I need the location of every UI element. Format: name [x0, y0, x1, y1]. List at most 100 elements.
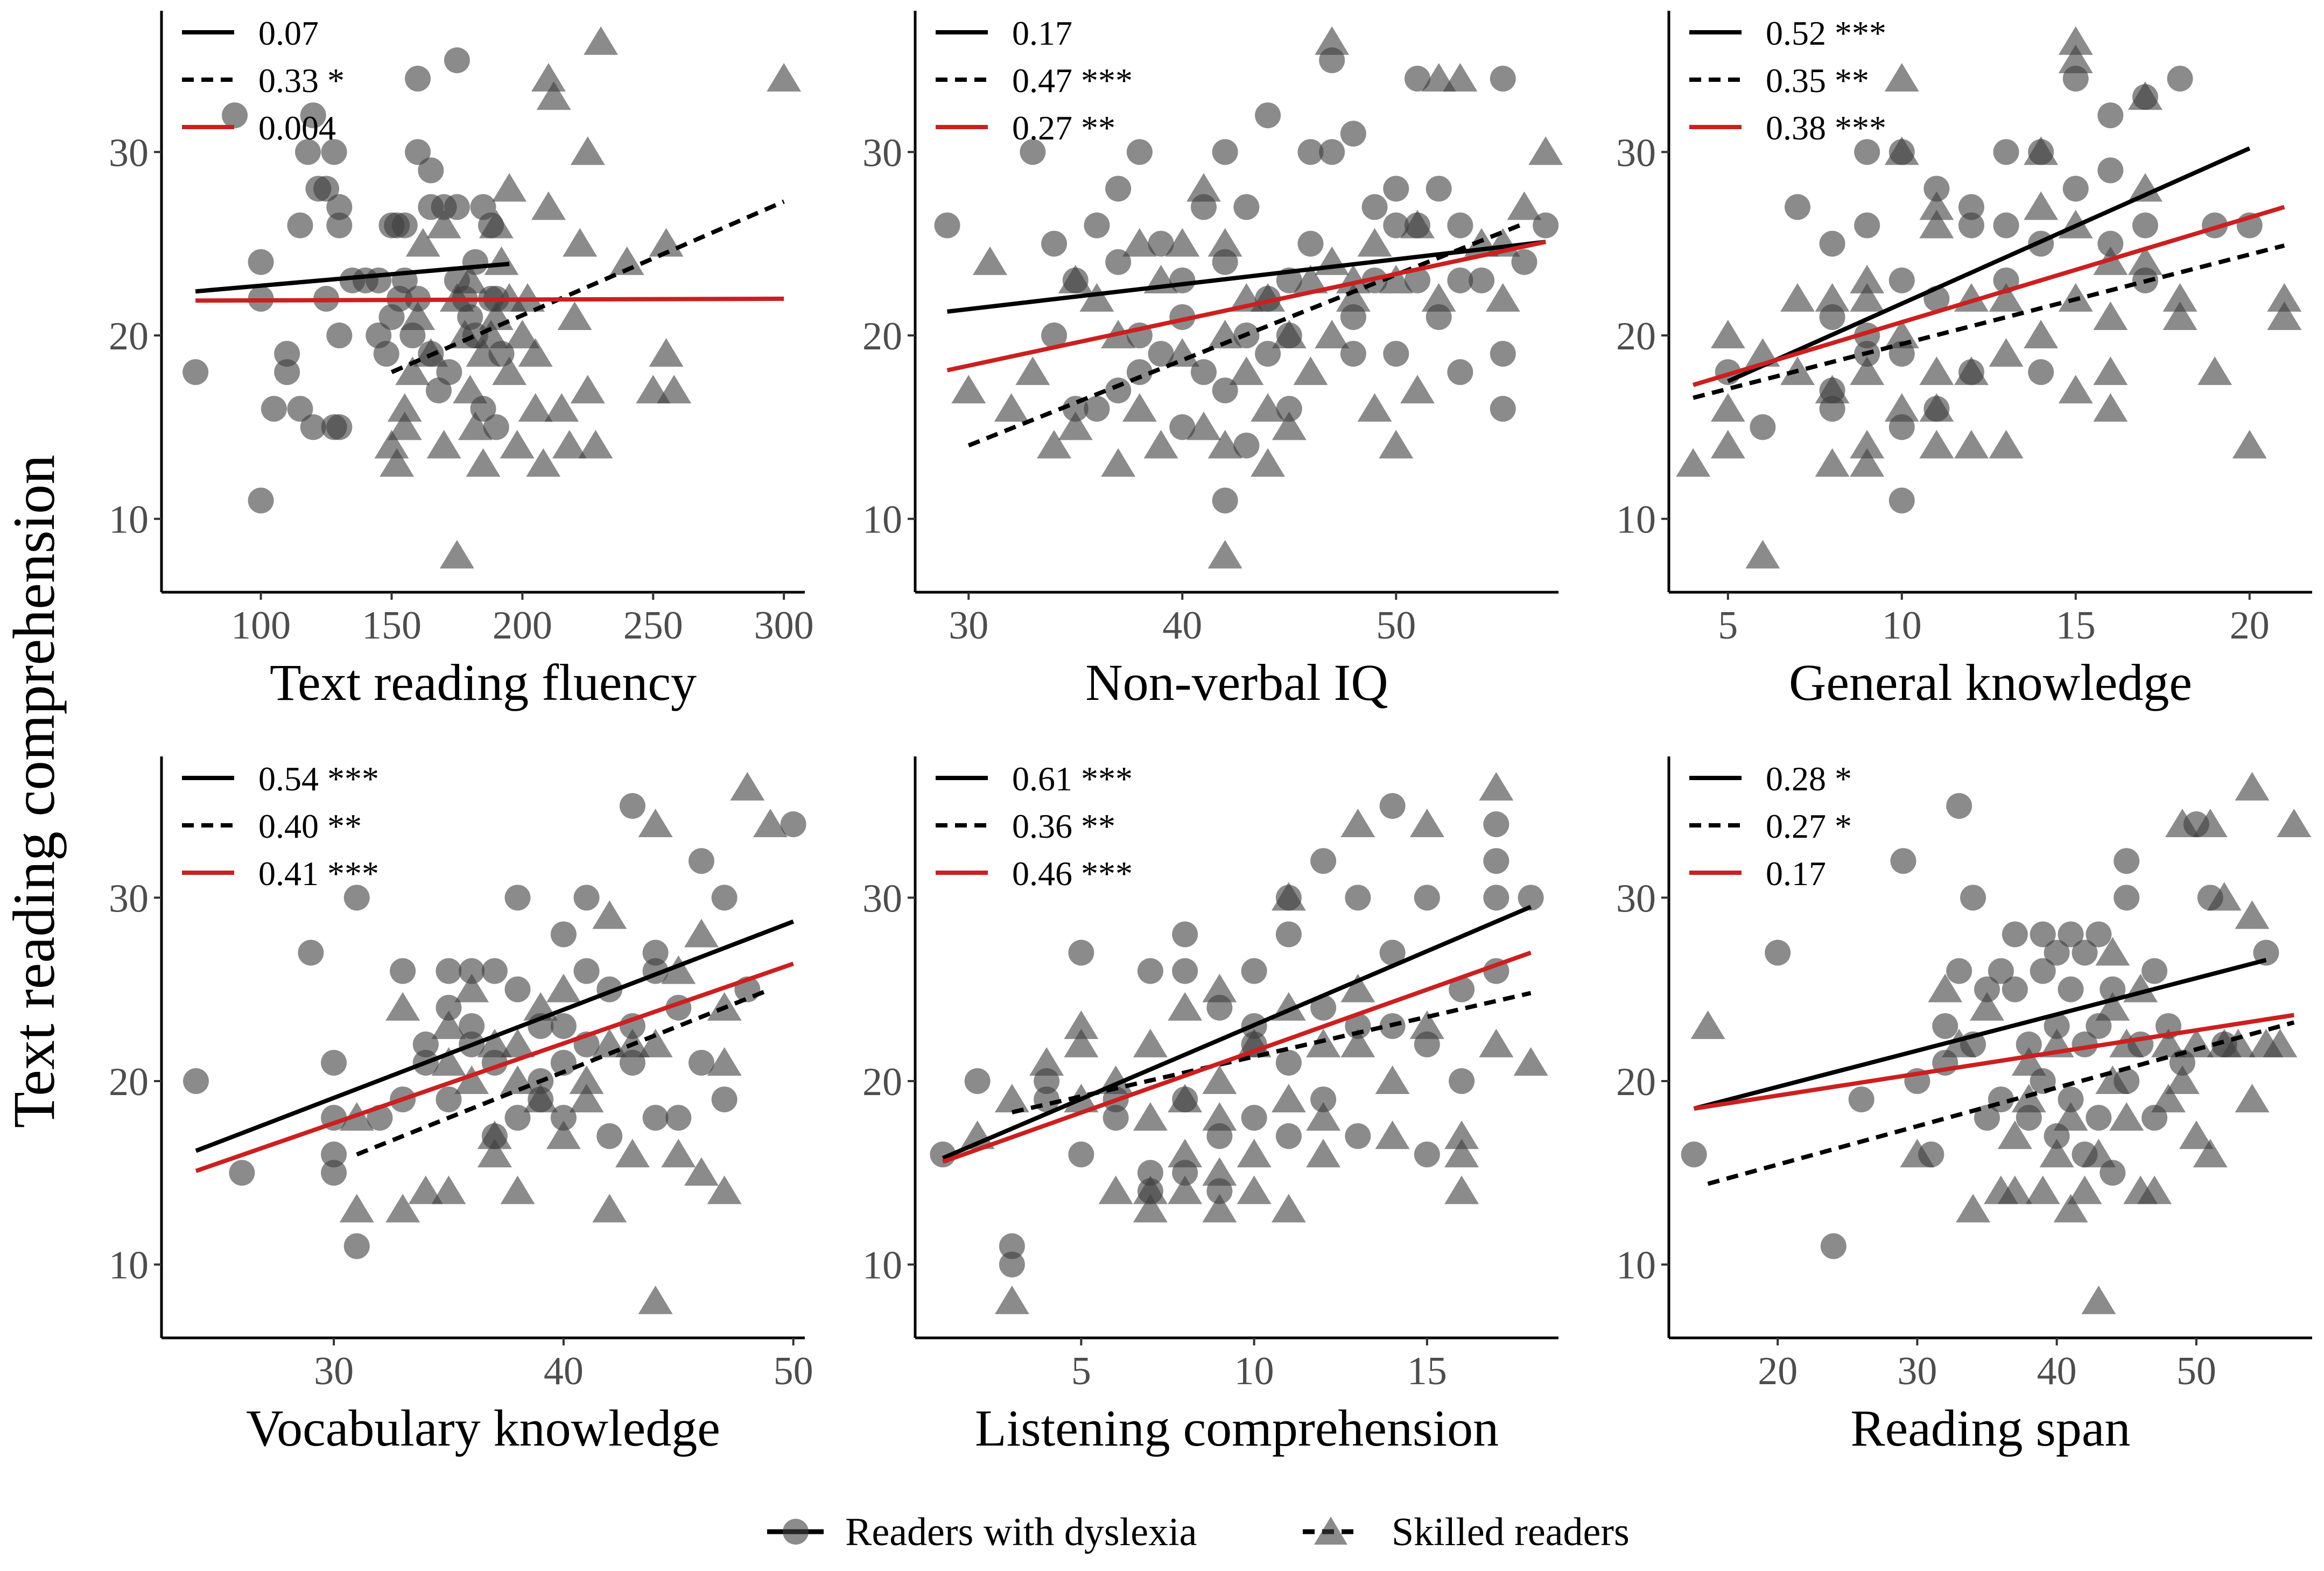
- dyslexia-point: [665, 1105, 692, 1131]
- skilled-point: [1143, 430, 1178, 459]
- skilled-point: [638, 809, 673, 838]
- skilled-point: [570, 136, 605, 165]
- skilled-point: [661, 955, 696, 984]
- dyslexia-point: [596, 1123, 623, 1149]
- skilled-point: [477, 1120, 512, 1149]
- dyslexia-point: [1483, 848, 1509, 874]
- skilled-point: [2235, 900, 2270, 929]
- skilled-point: [1015, 356, 1050, 385]
- skilled-point: [684, 918, 719, 948]
- skilled-point: [466, 338, 501, 367]
- legend-coefficient: 0.35 **: [1766, 61, 1869, 100]
- panel-1: 10 20 30 100 150 200 250 300 Text reading fluenc…: [109, 11, 814, 711]
- dyslexia-point: [321, 1160, 347, 1186]
- skilled-point: [1271, 1194, 1306, 1223]
- dyslexia-point: [1960, 885, 1986, 911]
- dyslexia-point: [2132, 212, 2158, 239]
- bottom-legend: Readers with dyslexia Skilled readers: [767, 1510, 1630, 1554]
- legend-coefficient: 0.40 **: [258, 807, 362, 845]
- skilled-point: [546, 973, 581, 1002]
- skilled-point: [1780, 283, 1815, 312]
- panel-2: 10 20 30 30 40 50 Non-verbal IQ 0.17 0.47 *** 0.2…: [862, 11, 1563, 711]
- dyslexia-point: [248, 487, 274, 514]
- skilled-point: [1970, 992, 2005, 1021]
- skilled-point: [1101, 448, 1136, 477]
- dyslexia-point: [504, 885, 531, 911]
- dyslexia-point: [483, 414, 509, 440]
- skilled-point: [707, 1047, 742, 1076]
- skilled-point: [661, 1139, 696, 1168]
- skilled-point: [578, 430, 613, 459]
- legend-coefficient: 0.33 *: [258, 61, 345, 100]
- skilled-point: [2162, 301, 2197, 330]
- skilled-point: [2093, 356, 2128, 385]
- skilled-point: [518, 393, 553, 422]
- dyslexia-point: [1993, 212, 2019, 239]
- x-tick-label: 15: [1407, 1349, 1447, 1393]
- skilled-point: [1954, 356, 1989, 385]
- skilled-point: [1064, 1010, 1099, 1039]
- dyslexia-point: [261, 396, 287, 422]
- dyslexia-point: [300, 102, 326, 129]
- dyslexia-point: [2044, 1013, 2070, 1039]
- dyslexia-point: [326, 194, 353, 220]
- points: [1681, 772, 2312, 1314]
- skilled-point: [492, 356, 527, 385]
- dyslexia-point: [573, 885, 600, 911]
- all-regression-line: [1694, 1013, 2294, 1111]
- skilled-point: [1513, 1047, 1548, 1076]
- x-tick-label: 250: [623, 604, 683, 648]
- skilled-point: [2235, 1084, 2270, 1113]
- skilled-point: [531, 191, 566, 220]
- skilled-point: [972, 246, 1007, 275]
- skilled-point: [1306, 1028, 1341, 1057]
- skilled-point: [1710, 430, 1745, 459]
- y-tick-label: 20: [1616, 314, 1656, 359]
- x-tick-label: 40: [544, 1349, 584, 1393]
- skilled-point: [584, 26, 619, 55]
- skilled-point: [2151, 1028, 2186, 1057]
- dyslexia-point: [300, 414, 326, 440]
- skilled-point: [2193, 809, 2228, 838]
- dyslexia-point: [462, 249, 488, 275]
- skilled-point: [2095, 992, 2130, 1021]
- skilled-regression-line: [390, 199, 785, 374]
- y-tick-label: 10: [1616, 1244, 1656, 1288]
- dyslexia-point: [1681, 1141, 1707, 1168]
- dyslexia-point: [1319, 139, 1345, 165]
- skilled-point: [453, 264, 488, 293]
- skilled-point: [339, 1194, 374, 1223]
- x-tick-label: 15: [2056, 604, 2096, 648]
- legend-coefficient: 0.47 ***: [1012, 61, 1133, 100]
- y-tick-label: 20: [109, 1060, 149, 1104]
- x-tick-label: 300: [754, 604, 814, 648]
- y-tick-label: 10: [109, 1244, 149, 1288]
- skilled-point: [1202, 1194, 1237, 1223]
- dyslexia-point: [326, 212, 353, 239]
- dyslexia-point: [444, 194, 470, 220]
- skilled-point: [1479, 1028, 1514, 1057]
- x-tick-label: 50: [774, 1349, 813, 1393]
- skilled-point: [1202, 1065, 1237, 1095]
- x-tick-label: 40: [1162, 604, 1202, 648]
- skilled-point: [447, 320, 482, 349]
- skilled-point: [2263, 1028, 2298, 1057]
- y-axis-title: Text reading comprehension: [1, 455, 67, 1128]
- x-tick-label: 50: [1376, 604, 1416, 648]
- skilled-point: [2058, 26, 2093, 55]
- legend-coefficient: 0.61 ***: [1012, 760, 1133, 798]
- legend-coefficient: 0.52 ***: [1766, 14, 1886, 52]
- dyslexia-point: [287, 396, 313, 422]
- skilled-point: [1884, 136, 1919, 165]
- dyslexia-point: [2114, 848, 2140, 874]
- skilled-point: [2179, 1028, 2214, 1057]
- skilled-regression-line: [1707, 1020, 2295, 1186]
- dyslexia-point: [1275, 921, 1302, 948]
- dyslexia-point: [550, 921, 577, 948]
- dyslexia-point: [436, 958, 462, 984]
- dyslexia-point: [1414, 885, 1440, 911]
- skilled-point: [1165, 228, 1200, 257]
- skilled-point: [615, 1139, 650, 1168]
- skilled-point: [1079, 283, 1114, 312]
- skilled-point: [2193, 1139, 2228, 1168]
